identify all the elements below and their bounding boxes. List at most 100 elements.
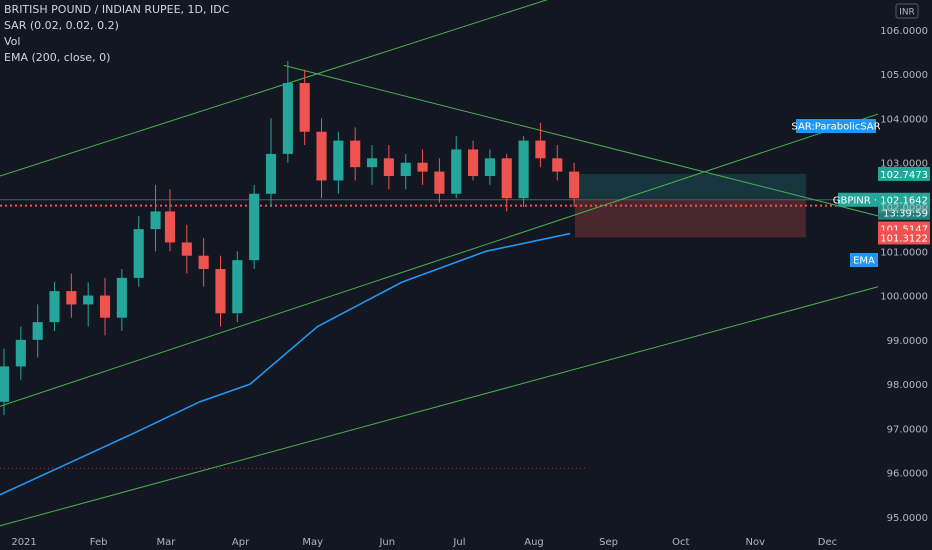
top-trend-line <box>283 64 879 217</box>
candle-4[interactable] <box>66 273 77 318</box>
candle-10[interactable] <box>164 189 176 252</box>
stop-price-tag-2-text: 101.3122 <box>880 233 928 244</box>
x-tick-label-11: Dec <box>818 537 837 548</box>
x-tick-label-9: Oct <box>672 537 689 548</box>
candle-9[interactable] <box>150 184 161 252</box>
target-price-tag[interactable]: 102.7473 <box>878 166 930 181</box>
y-tick-label-0: 106.0000 <box>880 26 928 37</box>
candle-body <box>484 158 495 177</box>
currency-badge[interactable]: INR <box>895 3 919 19</box>
candle-3[interactable] <box>49 282 60 331</box>
candle-28[interactable] <box>468 140 479 181</box>
y-tick-label-2: 104.0000 <box>880 114 928 125</box>
y-tick-label-1: 105.0000 <box>880 70 928 81</box>
y-tick-label-3: 103.0000 <box>880 159 928 170</box>
current-price-tag[interactable]: GBPINR · 102.1642 13:39:59 <box>833 192 930 220</box>
candle-body <box>518 140 529 199</box>
candle-body <box>133 229 144 278</box>
stop-price-tag-2[interactable]: 101.3122 <box>878 230 930 245</box>
candle-21[interactable] <box>350 127 361 181</box>
rising-support-line <box>0 113 879 407</box>
legend-title[interactable]: BRITISH POUND / INDIAN RUPEE, 1D, IDC <box>4 3 230 16</box>
candle-29[interactable] <box>484 149 495 185</box>
sar-tag-text: SAR:ParabolicSAR <box>791 122 880 133</box>
x-tick-label-2: Mar <box>157 537 177 548</box>
current-price-bg <box>838 192 930 207</box>
candle-33[interactable] <box>552 145 563 181</box>
ema-indicator-tag[interactable]: EMA <box>850 253 878 267</box>
legend-sar[interactable]: SAR (0.02, 0.02, 0.2) <box>4 19 119 32</box>
candle-body <box>282 83 293 154</box>
candle-34[interactable] <box>569 162 580 208</box>
candle-body <box>333 140 344 181</box>
profit-zone <box>574 173 806 200</box>
candle-body <box>299 83 310 132</box>
candle-7[interactable] <box>116 269 127 331</box>
candle-30[interactable] <box>501 153 512 212</box>
candle-26[interactable] <box>434 158 445 203</box>
ema-tag-text: EMA <box>853 256 875 267</box>
candle-18[interactable] <box>299 69 310 146</box>
x-tick-label-3: Apr <box>232 537 250 548</box>
candle-11[interactable] <box>181 224 192 274</box>
candle-2[interactable] <box>32 304 43 358</box>
legend-vol[interactable]: Vol <box>4 35 21 48</box>
x-tick-label-6: Jul <box>452 537 465 548</box>
candle-23[interactable] <box>383 145 394 190</box>
candle-body <box>569 171 580 199</box>
candle-12[interactable] <box>198 238 209 287</box>
candle-body <box>116 277 127 318</box>
candle-6[interactable] <box>99 277 111 336</box>
candle-body <box>400 162 411 177</box>
y-tick-label-7: 99.0000 <box>887 336 928 347</box>
candle-8[interactable] <box>133 215 144 287</box>
x-tick-label-1: Feb <box>90 537 108 548</box>
y-tick-label-8: 98.0000 <box>887 380 928 391</box>
x-tick-label-5: Jun <box>378 537 395 548</box>
x-tick-label-10: Nov <box>746 537 766 548</box>
candle-13[interactable] <box>215 255 226 327</box>
sar-indicator-tag[interactable]: SAR:ParabolicSAR <box>791 119 881 133</box>
candle-5[interactable] <box>83 282 94 327</box>
candle-20[interactable] <box>333 131 344 194</box>
y-tick-label-5: 101.0000 <box>880 247 928 258</box>
candle-body <box>316 131 327 181</box>
target-price-tag-text: 102.7473 <box>880 170 928 181</box>
candle-32[interactable] <box>535 122 546 168</box>
candle-24[interactable] <box>400 153 411 190</box>
sar-tag-bg <box>796 119 876 133</box>
candle-19[interactable] <box>316 118 327 199</box>
candle-body <box>249 193 260 261</box>
stop-price-tag-1-text: 101.5147 <box>880 225 928 236</box>
candle-1[interactable] <box>15 326 26 380</box>
x-tick-label-7: Aug <box>524 537 544 548</box>
candle-25[interactable] <box>417 149 428 185</box>
candle-body <box>383 158 394 177</box>
candle-0[interactable] <box>0 348 10 416</box>
candle-body <box>265 153 277 194</box>
candle-16[interactable] <box>265 118 277 208</box>
candle-22[interactable] <box>366 145 378 185</box>
current-price-text: GBPINR · 102.1642 <box>833 196 928 207</box>
candle-27[interactable] <box>451 136 462 199</box>
candle-body <box>66 291 77 305</box>
candle-body <box>451 149 462 194</box>
legend-ema[interactable]: EMA (200, close, 0) <box>4 51 111 64</box>
countdown-text: 13:39:59 <box>883 209 928 220</box>
y-tick-label-11: 95.0000 <box>887 513 928 524</box>
chart-legend: BRITISH POUND / INDIAN RUPEE, 1D, IDC SA… <box>4 2 229 66</box>
ema-line <box>0 232 571 496</box>
candle-31[interactable] <box>518 136 529 208</box>
candle-17[interactable] <box>282 60 293 163</box>
currency-badge-text: INR <box>899 8 915 18</box>
candle-15[interactable] <box>249 184 260 269</box>
candle-body <box>535 140 546 159</box>
candle-body <box>468 149 479 177</box>
candle-body <box>417 162 428 172</box>
candle-14[interactable] <box>232 251 243 323</box>
candle-body <box>215 269 226 314</box>
candle-body <box>164 211 176 243</box>
candle-body <box>501 158 512 199</box>
